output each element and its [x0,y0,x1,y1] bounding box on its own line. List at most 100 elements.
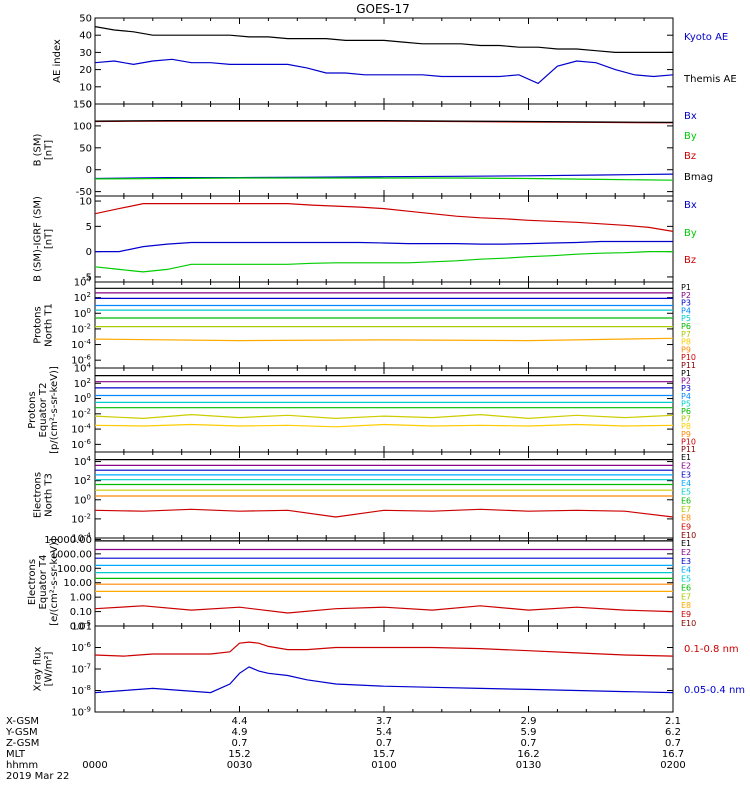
legend-label: E7 [681,505,691,514]
legend-label: E3 [681,470,691,479]
legend-label: 0.05-0.4 nm [684,685,745,696]
legend-label: By [684,131,697,142]
legend-label: P9 [681,430,691,439]
footer-value: 0.7 [665,738,681,749]
legend-label: P7 [681,415,691,424]
legend-label: P6 [681,322,691,331]
y-tick-label: 0 [86,247,92,258]
footer-value: 4.9 [232,727,248,738]
legend-label: Bz [684,255,696,266]
footer-value: 2.9 [521,716,537,727]
series-line-bz [95,203,673,232]
legend-label: Bz [684,151,696,162]
footer-value: 3.7 [376,716,392,727]
y-tick-label: 102 [74,291,91,304]
y-tick-label: 100 [73,121,92,132]
y-axis-label: Electrons [27,559,38,605]
y-tick-label: 10-8 [71,684,91,697]
legend-label: P4 [681,392,691,401]
y-axis-label: Equator T4 [38,555,49,610]
legend-label: P5 [681,399,691,408]
y-tick-label: 10-2 [71,322,91,335]
chart-title: GOES-17 [356,2,410,16]
footer-value: 16.7 [662,749,684,760]
series-line-themis-ae [95,58,673,85]
series-line-bx [95,240,673,253]
legend-label: P8 [681,338,691,347]
legend-label: P2 [681,291,691,300]
plot-frame [94,367,674,453]
y-tick-label: 0 [86,100,92,111]
y-axis-label: B (SM) [33,133,44,166]
y-tick-label: 10-6 [71,438,91,451]
y-tick-label: 50 [79,14,92,25]
legend-label: P1 [681,369,691,378]
footer-value: 0030 [227,760,252,771]
series-line-p8 [95,337,673,342]
y-axis-label: Equator T2 [38,383,49,438]
legend-label: 0.1-0.8 nm [684,644,739,655]
panel-3: 104 102 100 10-2 10-4 10-6 Protons North T1 P1P2… [33,276,697,371]
y-tick-label: 0.01 [70,622,92,633]
legend-label: P10 [681,437,696,446]
series-line-p8 [95,423,673,428]
y-tick-label: 100 [74,307,91,320]
series-line-bmag [95,120,673,123]
footer-value: 15.7 [373,749,395,760]
legend-label: P4 [681,306,691,315]
plot-frame [94,537,674,627]
legend-label: E9 [681,610,691,619]
y-tick-label: 10-4 [71,532,91,545]
footer-value: 0.7 [376,738,392,749]
y-tick-label: 10000.00 [44,535,92,546]
footer-row-label: Y-GSM [5,727,38,738]
legend-label: E4 [681,566,691,575]
y-axis-label: Electrons [33,472,44,518]
legend-label: E3 [681,557,691,566]
legend-label: E6 [681,583,691,592]
y-axis-label: [W/m²] [44,651,55,686]
y-tick-label: 0 [86,165,92,176]
legend-label: Bx [684,200,697,211]
legend-label: P2 [681,377,691,386]
legend-label: E6 [681,496,691,505]
y-axis-label: [e/(cm²-s-sr-keV)] [49,538,60,626]
series-line-0-1-0-8-nm [95,641,673,657]
y-axis-label: [p/(cm²-s-sr-keV)] [49,366,60,454]
plot-frame [94,625,674,713]
y-tick-label: 100 [74,392,91,405]
footer-date: 2019 Mar 22 [6,771,69,782]
legend-label: P6 [681,407,691,416]
y-tick-label: 10.00 [63,578,92,589]
y-tick-label: 5 [86,222,92,233]
series-line-e9 [95,605,673,614]
y-axis-label: Xray flux [33,647,44,692]
footer-value: 0.7 [232,738,248,749]
y-tick-label: 0.10 [70,607,92,618]
legend-label: E5 [681,488,691,497]
y-axis-label: North T1 [44,303,55,347]
series-line-by [95,251,673,273]
y-axis-label: North T3 [44,473,55,517]
legend-label: E2 [681,548,691,557]
legend-label: E1 [681,453,691,462]
y-tick-label: 102 [74,474,91,487]
legend-label: P1 [681,283,691,292]
panel-0: 0 10 20 30 40 50 AE index Kyoto AE Themis AE [52,14,737,111]
y-axis-label: AE index [52,39,63,83]
y-tick-label: 10-4 [71,338,91,351]
legend-label: Bmag [684,172,713,183]
legend-label: E10 [681,531,696,540]
plot-frame [94,281,674,369]
y-tick-label: 10-6 [71,354,91,367]
y-tick-label: 10-4 [71,423,91,436]
y-tick-label: 104 [74,276,92,289]
y-tick-label: 10 [79,197,92,208]
footer-value: 5.9 [521,727,537,738]
legend-label: By [684,228,697,239]
panel-7: 10-5 10-6 10-7 10-8 10-9 Xray flux [W/m²] 0.1-0… [33,620,746,719]
